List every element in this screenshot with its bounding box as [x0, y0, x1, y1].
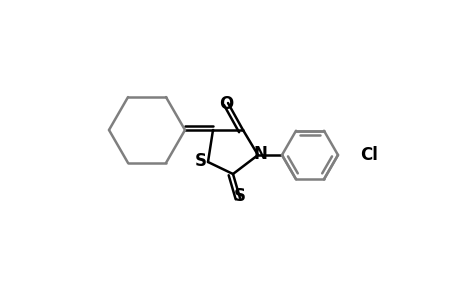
Text: S: S	[195, 152, 207, 170]
Text: N: N	[252, 145, 266, 163]
Text: Cl: Cl	[359, 146, 377, 164]
Text: O: O	[218, 95, 233, 113]
Text: S: S	[234, 187, 246, 205]
